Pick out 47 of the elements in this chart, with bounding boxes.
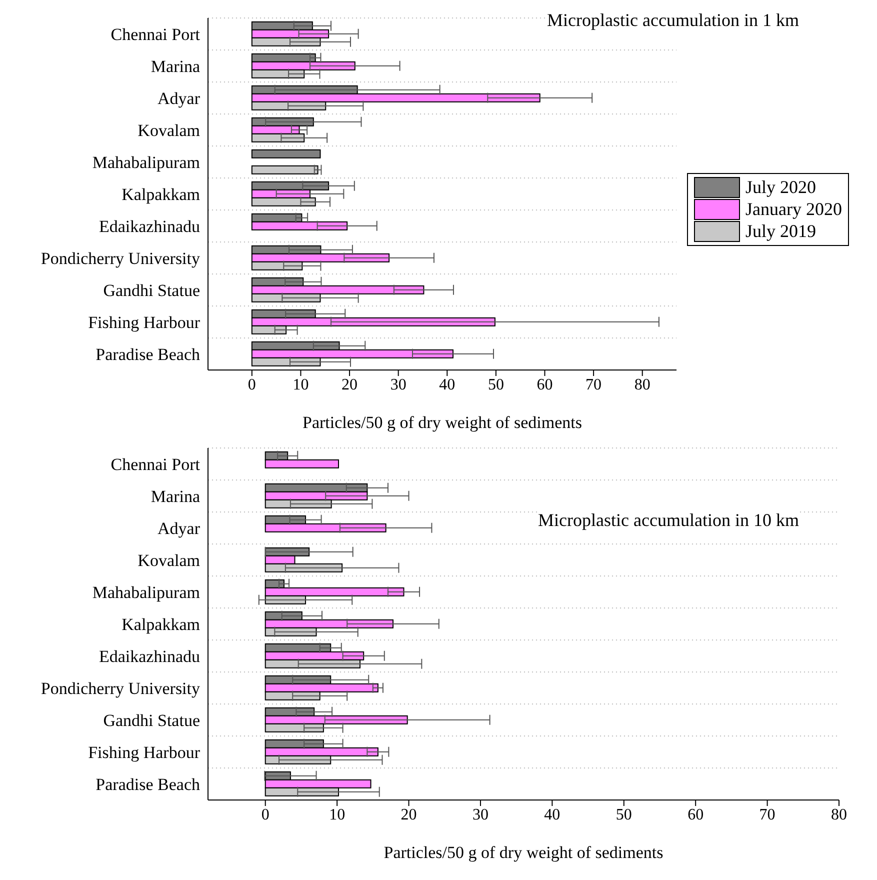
y-tick-label: Kalpakkam: [122, 185, 200, 204]
x-tick-label: 0: [261, 806, 270, 824]
legend-label: July 2019: [746, 221, 816, 242]
y-tick-label: Mahabalipuram: [92, 583, 200, 602]
y-tick-label: Pondicherry University: [40, 249, 200, 268]
x-tick-label: 80: [634, 376, 650, 394]
x-tick-label: 30: [472, 806, 488, 824]
y-tick-label: Adyar: [158, 519, 200, 538]
x-tick-label: 70: [759, 806, 776, 824]
x-axis-title: Particles/50 g of dry weight of sediments: [302, 413, 582, 432]
y-tick-label: Edaikazhinadu: [98, 217, 200, 236]
y-tick-label: Paradise Beach: [96, 345, 200, 364]
x-tick-label: 10: [329, 806, 346, 824]
text: Microplastic accumulation in 10 km: [538, 510, 799, 531]
y-tick-label: Gandhi Statue: [103, 281, 200, 300]
x-axis-title: Particles/50 g of dry weight of sediments: [384, 843, 664, 862]
legend-label: July 2020: [746, 177, 816, 198]
x-tick-label: 10: [292, 376, 309, 394]
x-tick-label: 60: [536, 376, 553, 394]
x-tick-label: 40: [439, 376, 456, 394]
x-tick-label: 40: [544, 806, 560, 824]
x-tick-label: 80: [831, 806, 847, 824]
y-tick-label: Pondicherry University: [40, 679, 200, 698]
y-tick-label: Marina: [150, 487, 200, 506]
x-tick-label: 70: [586, 376, 602, 394]
y-tick-label: Gandhi Statue: [103, 711, 200, 730]
y-tick-label: Chennai Port: [110, 25, 200, 44]
y-tick-label: Fishing Harbour: [88, 313, 200, 332]
x-tick-label: 50: [616, 806, 632, 824]
y-tick-label: Kovalam: [138, 121, 200, 140]
y-tick-label: Kalpakkam: [122, 615, 200, 634]
x-tick-label: 30: [390, 376, 406, 394]
y-tick-label: Edaikazhinadu: [98, 647, 200, 666]
x-tick-label: 20: [342, 376, 358, 394]
y-tick-label: Chennai Port: [110, 455, 200, 474]
chart-title: Microplastic accumulation in 1 km: [547, 10, 799, 31]
y-tick-label: Adyar: [158, 89, 200, 108]
y-tick-label: Kovalam: [138, 551, 200, 570]
x-tick-label: 20: [400, 806, 417, 824]
legend-label: January 2020: [746, 199, 842, 220]
x-tick-label: 50: [488, 376, 504, 394]
y-tick-label: Paradise Beach: [96, 775, 200, 794]
x-tick-label: 60: [688, 806, 704, 824]
y-tick-label: Marina: [150, 57, 200, 76]
y-tick-label: Fishing Harbour: [88, 743, 200, 762]
y-tick-label: Mahabalipuram: [92, 153, 200, 172]
x-tick-label: 0: [248, 376, 256, 394]
